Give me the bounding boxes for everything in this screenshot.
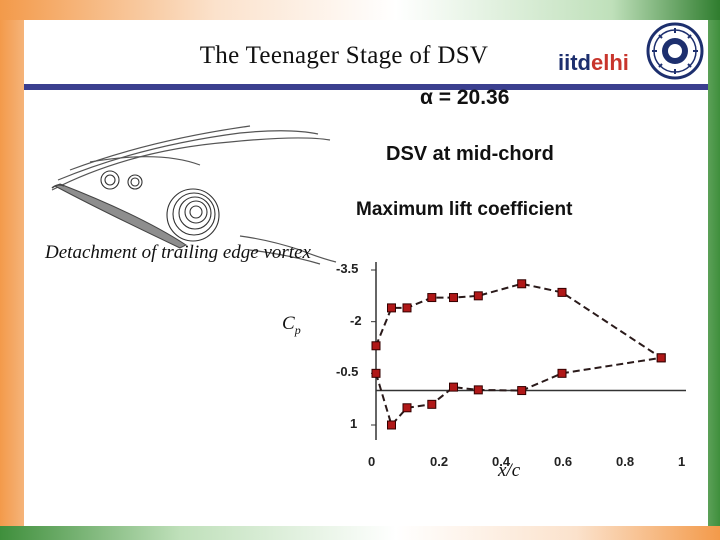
x-tick-label: 0.8 <box>616 454 635 469</box>
max-lift-label: Maximum lift coefficient <box>356 199 573 220</box>
series-0-point <box>473 291 483 301</box>
series-0-point <box>387 303 396 313</box>
angle-of-attack-label: α = 20.36 <box>420 86 510 109</box>
y-tick-label: -3.5 <box>336 261 359 276</box>
logo-text-part1: iitd <box>558 50 591 75</box>
slide-canvas: The Teenager Stage of DSV iitdelhi <box>24 20 708 526</box>
iitd-logo: iitdelhi <box>558 50 629 76</box>
series-0-point <box>517 279 527 289</box>
series-1-point <box>517 386 527 396</box>
series-1-line <box>375 356 662 427</box>
series-1-point <box>656 353 666 363</box>
logo-text-part2: elhi <box>591 50 629 75</box>
iitd-emblem-icon <box>646 22 704 80</box>
series-0-point <box>557 287 567 297</box>
slide-title: The Teenager Stage of DSV <box>199 42 489 69</box>
dsv-position-label: DSV at mid-chord <box>386 143 554 165</box>
title-divider <box>24 84 708 90</box>
series-0-point <box>402 303 412 313</box>
x-axis-label: x/c <box>498 460 521 481</box>
series-1-point <box>473 385 483 395</box>
frame-top-band <box>0 0 720 20</box>
y-axis-label-text: Cp <box>282 313 301 337</box>
x-tick-label: 0.6 <box>554 454 573 469</box>
y-tick-label: -2 <box>350 312 362 328</box>
series-1-point <box>387 420 396 430</box>
series-1-point <box>449 382 458 392</box>
series-0-point <box>371 341 381 351</box>
series-1-point <box>427 399 437 409</box>
series-0-point <box>449 293 458 303</box>
series-1-point <box>557 368 567 378</box>
x-tick-label: 0.4 <box>492 454 511 469</box>
series-1-point <box>371 368 381 378</box>
y-tick-label: -0.5 <box>336 364 359 380</box>
series-0-line <box>375 282 662 359</box>
x-tick-label: 0 <box>368 454 376 469</box>
y-tick-label: 1 <box>350 416 358 431</box>
series-0-point <box>427 293 437 303</box>
x-tick-label: 0.2 <box>430 454 449 469</box>
y-axis-label: Cp <box>282 313 301 338</box>
series-1-point <box>402 403 412 413</box>
x-tick-label: 1 <box>678 454 686 469</box>
y-axis-label-subscript: p <box>294 322 301 337</box>
frame-bottom-band <box>0 526 720 540</box>
vortex-detachment-caption: Detachment of trailing edge vortex <box>45 242 311 263</box>
